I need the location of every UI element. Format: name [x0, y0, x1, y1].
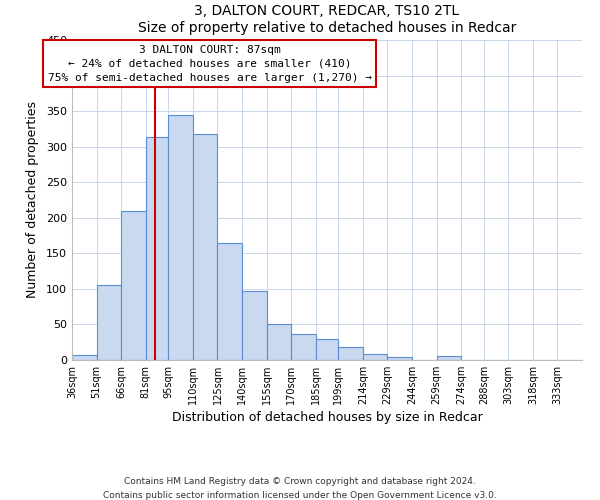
Bar [242, 291, 266, 360]
Bar [146, 136, 169, 360]
Title: 3, DALTON COURT, REDCAR, TS10 2TL
Size of property relative to detached houses i: 3, DALTON COURT, REDCAR, TS10 2TL Size o… [138, 4, 516, 34]
X-axis label: Distribution of detached houses by size in Redcar: Distribution of detached houses by size … [172, 411, 482, 424]
Bar [291, 334, 316, 360]
Bar [316, 340, 338, 360]
Bar [97, 284, 121, 360]
Bar [72, 355, 97, 360]
Bar [193, 134, 217, 360]
Bar [266, 324, 291, 360]
Bar [121, 210, 146, 360]
Bar [217, 242, 242, 360]
Bar [388, 357, 412, 360]
Bar [338, 347, 363, 360]
Y-axis label: Number of detached properties: Number of detached properties [26, 102, 39, 298]
Text: 3 DALTON COURT: 87sqm
← 24% of detached houses are smaller (410)
75% of semi-det: 3 DALTON COURT: 87sqm ← 24% of detached … [48, 45, 372, 83]
Bar [169, 116, 193, 360]
Text: Contains HM Land Registry data © Crown copyright and database right 2024.
Contai: Contains HM Land Registry data © Crown c… [103, 478, 497, 500]
Bar [437, 356, 461, 360]
Bar [363, 354, 388, 360]
